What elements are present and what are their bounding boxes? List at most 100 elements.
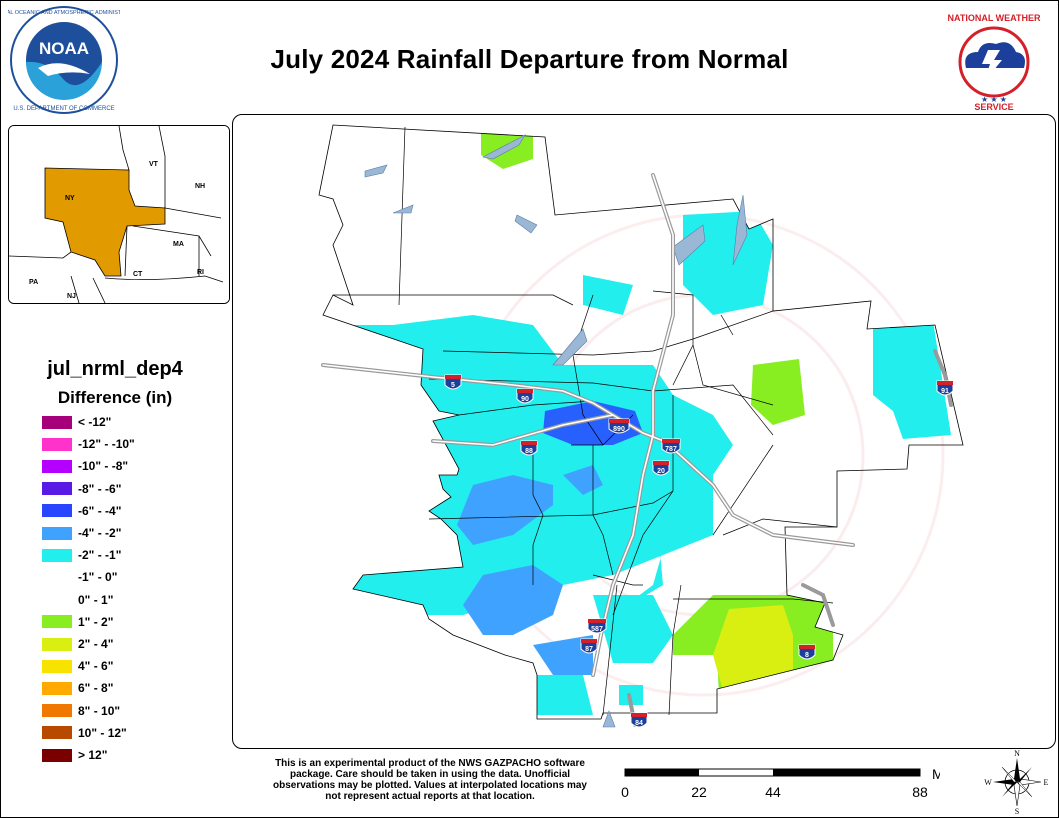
legend-swatch <box>42 681 72 695</box>
legend-swatch <box>42 437 72 451</box>
compass-s: S <box>1015 807 1019 814</box>
legend-swatch <box>42 748 72 762</box>
i84-shield-icon: 84 <box>630 712 648 728</box>
legend-item: -10" - -8" <box>42 458 128 474</box>
legend-swatch <box>42 659 72 673</box>
legend-label: > 12" <box>78 748 108 762</box>
legend-item: -6" - -4" <box>42 503 121 519</box>
legend-label: 2" - 4" <box>78 637 114 651</box>
legend-swatch <box>42 504 72 518</box>
legend-label: 0" - 1" <box>78 592 114 607</box>
nws-logo: NATIONAL WEATHER SERVICE ★ ★ ★ <box>942 10 1046 114</box>
svg-text:587: 587 <box>591 626 603 633</box>
legend-swatch <box>42 548 72 562</box>
noaa-ring-text: NATIONAL OCEANIC AND ATMOSPHERIC ADMINIS… <box>8 10 120 16</box>
svg-text:787: 787 <box>665 446 677 453</box>
legend-item: -8" - -6" <box>42 481 121 497</box>
disclaimer-text: This is an experimental product of the N… <box>273 758 587 802</box>
legend-label: -8" - -6" <box>78 481 122 496</box>
svg-text:U.S. DEPARTMENT OF COMMERCE: U.S. DEPARTMENT OF COMMERCE <box>13 106 114 112</box>
svg-text:SERVICE: SERVICE <box>974 102 1013 112</box>
legend-label: -12" - -10" <box>78 437 135 452</box>
legend-swatch <box>42 482 72 496</box>
svg-text:88: 88 <box>525 448 533 455</box>
svg-text:87: 87 <box>585 646 593 653</box>
legend-item: 10" - 12" <box>42 725 127 741</box>
page-title: July 2024 Rainfall Departure from Normal <box>270 44 789 74</box>
legend-item: -12" - -10" <box>42 436 135 452</box>
i87-shield-icon: 87 <box>580 638 598 654</box>
inset-locator-map: VT NH NY MA CT RI PA NJ <box>8 125 230 304</box>
legend-swatch <box>42 570 72 584</box>
i787-shield-icon: 787 <box>661 438 681 454</box>
i5-shield-icon: 5 <box>444 374 462 390</box>
noaa-logo: NOAA NATIONAL OCEANIC AND ATMOSPHERIC AD… <box>8 6 120 114</box>
legend-item: < -12" <box>42 414 111 430</box>
legend-label: 1" - 2" <box>78 614 114 629</box>
i88-shield-icon: 88 <box>520 440 538 456</box>
inset-label-pa: PA <box>29 279 38 286</box>
inset-label-ri: RI <box>197 269 204 276</box>
inset-label-vt: VT <box>149 161 159 168</box>
inset-label-ny: NY <box>65 195 75 202</box>
legend-swatch <box>42 459 72 473</box>
legend-swatch <box>42 593 72 607</box>
i20-shield-icon: 20 <box>652 460 670 476</box>
legend-item: -1" - 0" <box>42 569 117 585</box>
legend-item: 0" - 1" <box>42 592 113 608</box>
i90-shield-icon: 90 <box>516 388 534 404</box>
legend-item: 6" - 8" <box>42 680 113 696</box>
legend-item: -2" - -1" <box>42 547 121 563</box>
legend-label: -2" - -1" <box>78 548 122 563</box>
noaa-logo-label: NOAA <box>39 39 89 58</box>
legend-swatch <box>42 615 72 629</box>
i587-shield-icon: 587 <box>587 618 607 634</box>
scale-tick-22: 22 <box>691 784 707 800</box>
legend-swatch <box>42 526 72 540</box>
compass-n: N <box>1014 749 1020 758</box>
inset-ny-region <box>44 167 166 277</box>
legend-label: 6" - 8" <box>78 681 114 696</box>
legend-item: 2" - 4" <box>42 636 113 652</box>
scale-tick-0: 0 <box>621 784 629 800</box>
i8-shield-icon: 8 <box>798 644 816 660</box>
svg-text:90: 90 <box>521 396 529 403</box>
legend-layer-name: jul_nrml_dep4 <box>47 358 183 380</box>
svg-text:5: 5 <box>451 382 455 389</box>
legend-units-title: Difference (in) <box>57 388 173 407</box>
legend-label: -6" - -4" <box>78 503 122 518</box>
svg-text:84: 84 <box>635 720 643 727</box>
scale-unit: Miles <box>932 766 940 782</box>
legend-label: -10" - -8" <box>78 459 129 474</box>
compass-w: W <box>984 778 992 787</box>
nws-ring-text: NATIONAL WEATHER <box>948 13 1041 23</box>
legend-swatch <box>42 637 72 651</box>
svg-text:8: 8 <box>805 652 809 659</box>
legend-label: 8" - 10" <box>78 703 121 718</box>
compass-e: E <box>1044 778 1049 787</box>
inset-label-nh: NH <box>195 183 205 190</box>
i91-shield-icon: 91 <box>936 380 954 396</box>
inset-label-ma: MA <box>173 241 184 248</box>
legend-label: < -12" <box>78 415 112 429</box>
legend-label: 4" - 6" <box>78 659 114 674</box>
inset-label-ct: CT <box>133 271 143 278</box>
scale-tick-44: 44 <box>765 784 781 800</box>
legend-label: -4" - -2" <box>78 526 122 540</box>
legend-item: 8" - 10" <box>42 703 120 719</box>
compass-rose-icon: N S E W <box>984 749 1049 814</box>
inset-label-nj: NJ <box>67 293 76 300</box>
legend-item: 1" - 2" <box>42 614 113 630</box>
legend-swatch <box>42 726 72 740</box>
i890-shield-icon: 890 <box>608 418 630 434</box>
legend-item: -4" - -2" <box>42 525 121 541</box>
scale-bar: Miles 0 22 44 88 <box>621 766 940 800</box>
legend-swatch <box>42 415 72 429</box>
legend-swatch <box>42 704 72 718</box>
scale-tick-88: 88 <box>912 784 928 800</box>
legend-label: -1" - 0" <box>78 570 118 585</box>
legend-item: 4" - 6" <box>42 658 113 674</box>
svg-text:★ ★ ★: ★ ★ ★ <box>981 95 1007 104</box>
svg-text:890: 890 <box>613 426 625 433</box>
svg-text:20: 20 <box>657 468 665 475</box>
